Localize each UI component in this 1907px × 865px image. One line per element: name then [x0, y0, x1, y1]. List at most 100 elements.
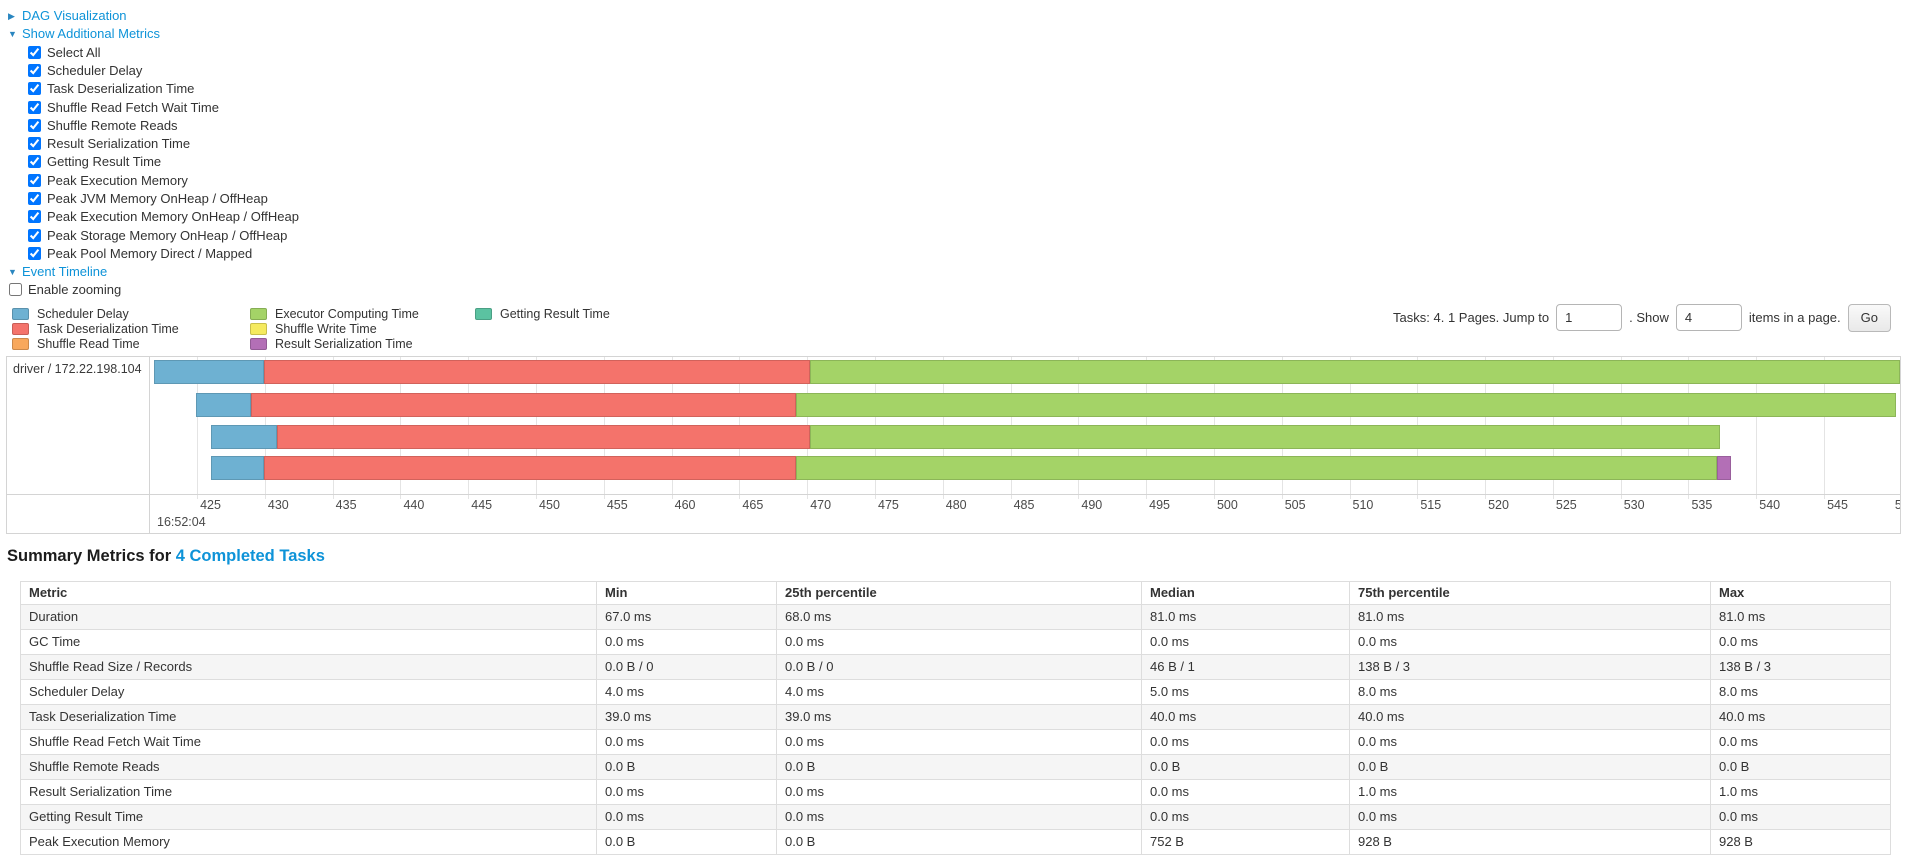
checkbox-task-deserialization-time[interactable] — [28, 82, 41, 96]
metric-value-cell: 0.0 ms — [596, 628, 777, 655]
table-row: Getting Result Time 0.0 ms 0.0 ms 0.0 ms 0.0… — [20, 803, 1891, 830]
timeline-segment-executor-computing[interactable] — [796, 455, 1717, 480]
checkbox-peak-storage-memory-onheap-offheap[interactable] — [28, 228, 41, 242]
timeline-segment-executor-computing[interactable] — [809, 359, 1900, 384]
legend-and-pagination-row: Scheduler Delay Task Deserialization Time… — [12, 303, 1907, 352]
column-header-75th-percentile[interactable]: 75th percentile — [1349, 580, 1711, 605]
dag-visualization-toggle[interactable]: DAG Visualization — [0, 7, 1907, 25]
checkbox-label: Peak JVM Memory OnHeap / OffHeap — [47, 191, 268, 207]
tasks-pagination: Tasks: 4. 1 Pages. Jump to . Show items … — [1393, 303, 1891, 332]
column-header-25th-percentile[interactable]: 25th percentile — [776, 580, 1142, 605]
show-items-input[interactable] — [1675, 304, 1742, 332]
legend-item-shuffle-write-time: Shuffle Write Time — [250, 322, 475, 337]
timeline-segment-task-deserialization[interactable] — [263, 455, 797, 480]
column-header-max[interactable]: Max — [1710, 580, 1891, 605]
checkbox-label: Getting Result Time — [47, 154, 162, 170]
metric-checkbox-row: Scheduler Delay — [28, 61, 1907, 79]
timeline-tick-label: 495 — [1149, 497, 1171, 512]
shuffle-write-time-swatch-icon — [250, 323, 267, 336]
checkbox-getting-result-time[interactable] — [28, 155, 41, 169]
table-row: Task Deserialization Time 39.0 ms 39.0 ms 4… — [20, 703, 1891, 730]
metric-value-cell: 0.0 ms — [1710, 803, 1891, 830]
timeline-segment-scheduler-delay[interactable] — [153, 359, 264, 384]
dag-visualization-link[interactable]: DAG Visualization — [22, 8, 127, 23]
legend-item-result-serialization-time: Result Serialization Time — [250, 337, 475, 352]
show-additional-metrics-link[interactable]: Show Additional Metrics — [22, 26, 161, 41]
scheduler-delay-swatch-icon — [12, 308, 29, 321]
table-row: Shuffle Remote Reads 0.0 B 0.0 B 0.0 B 0.0 B… — [20, 753, 1891, 780]
metric-value-cell: 0.0 ms — [776, 728, 1142, 755]
timeline-segment-result-serialization[interactable] — [1716, 455, 1731, 480]
metric-value-cell: 0.0 ms — [596, 803, 777, 830]
legend-label: Result Serialization Time — [275, 337, 413, 352]
checkbox-peak-jvm-memory-onheap-offheap[interactable] — [28, 192, 41, 206]
timeline-segment-task-deserialization[interactable] — [277, 424, 810, 449]
checkbox-peak-execution-memory-onheap-offheap[interactable] — [28, 210, 41, 224]
timeline-segment-scheduler-delay[interactable] — [195, 392, 252, 417]
timeline-tick-label: 530 — [1623, 497, 1645, 512]
timeline-segment-scheduler-delay[interactable] — [210, 455, 264, 480]
timeline-tick-label: 545 — [1827, 497, 1848, 512]
timeline-tick-label: 460 — [674, 497, 696, 512]
checkbox-peak-pool-memory-direct-mapped[interactable] — [28, 246, 41, 260]
checkbox-scheduler-delay[interactable] — [28, 63, 41, 77]
completed-tasks-link[interactable]: 4 Completed Tasks — [175, 546, 325, 565]
column-header-metric[interactable]: Metric — [20, 580, 597, 605]
metric-value-cell: 40.0 ms — [1141, 703, 1350, 730]
checkbox-label: Peak Storage Memory OnHeap / OffHeap — [47, 227, 288, 243]
timeline-tick-label: 535 — [1691, 497, 1713, 512]
timeline-segment-scheduler-delay[interactable] — [210, 424, 278, 449]
metric-value-cell: 928 B — [1710, 828, 1891, 855]
metric-value-cell: 40.0 ms — [1710, 703, 1891, 730]
metric-checkbox-row: Task Deserialization Time — [28, 80, 1907, 98]
metric-value-cell: 1.0 ms — [1349, 778, 1711, 805]
metric-value-cell: 0.0 ms — [776, 628, 1142, 655]
checkbox-label: Shuffle Remote Reads — [47, 117, 178, 133]
shuffle-read-time-swatch-icon — [12, 338, 29, 351]
table-row: Scheduler Delay 4.0 ms 4.0 ms 5.0 ms 8.0 ms 8… — [20, 678, 1891, 705]
timeline-segment-executor-computing[interactable] — [796, 392, 1896, 417]
timeline-segment-task-deserialization[interactable] — [251, 392, 797, 417]
event-timeline-link[interactable]: Event Timeline — [22, 263, 108, 279]
metric-checkbox-row: Select All — [28, 43, 1907, 61]
timeline-tick-label: 440 — [403, 497, 425, 512]
column-header-median[interactable]: Median — [1141, 580, 1350, 605]
timeline-segment-task-deserialization[interactable] — [263, 359, 810, 384]
timeline-tick-label: 465 — [742, 497, 764, 512]
metric-name-cell: Peak Execution Memory — [20, 828, 597, 855]
metric-value-cell: 0.0 ms — [1710, 728, 1891, 755]
timeline-major-label: 16:52:04 — [157, 514, 206, 529]
checkbox-shuffle-read-fetch-wait-time[interactable] — [28, 100, 41, 114]
summary-title-text: Summary Metrics for — [7, 546, 172, 565]
timeline-tick-label: 445 — [471, 497, 493, 512]
timeline-segment-executor-computing[interactable] — [809, 424, 1720, 449]
metric-value-cell: 8.0 ms — [1710, 678, 1891, 705]
jump-to-page-input[interactable] — [1556, 304, 1623, 332]
checkbox-select-all[interactable] — [28, 45, 41, 59]
show-additional-metrics-toggle[interactable]: Show Additional Metrics — [0, 25, 1907, 43]
checkbox-label: Peak Execution Memory OnHeap / OffHeap — [47, 209, 299, 225]
metric-value-cell: 4.0 ms — [776, 678, 1142, 705]
checkbox-shuffle-remote-reads[interactable] — [28, 118, 41, 132]
timeline-tick-label: 550 — [1894, 497, 1900, 512]
metric-value-cell: 0.0 ms — [776, 778, 1142, 805]
metric-value-cell: 39.0 ms — [596, 703, 777, 730]
metric-value-cell: 81.0 ms — [1141, 603, 1350, 630]
timeline-tick-label: 515 — [1420, 497, 1442, 512]
metric-value-cell: 40.0 ms — [1349, 703, 1711, 730]
go-button[interactable]: Go — [1847, 303, 1891, 332]
checkbox-result-serialization-time[interactable] — [28, 137, 41, 151]
column-header-min[interactable]: Min — [596, 580, 777, 605]
metric-value-cell: 928 B — [1349, 828, 1711, 855]
legend-item-scheduler-delay: Scheduler Delay — [12, 307, 250, 322]
legend-label: Task Deserialization Time — [37, 322, 179, 337]
event-timeline-toggle[interactable]: Event Timeline — [0, 263, 1907, 281]
stage-page-controls: DAG Visualization Show Additional Metric… — [0, 0, 1907, 299]
checkbox-peak-execution-memory[interactable] — [28, 173, 41, 187]
enable-zooming-row: Enable zooming — [0, 281, 1907, 299]
enable-zooming-checkbox[interactable] — [9, 283, 22, 297]
metric-value-cell: 0.0 B — [776, 753, 1142, 780]
table-row: Duration 67.0 ms 68.0 ms 81.0 ms 81.0 ms 81.0… — [20, 603, 1891, 630]
metric-value-cell: 0.0 B / 0 — [596, 653, 777, 680]
items-in-page-text: items in a page. — [1748, 310, 1841, 326]
